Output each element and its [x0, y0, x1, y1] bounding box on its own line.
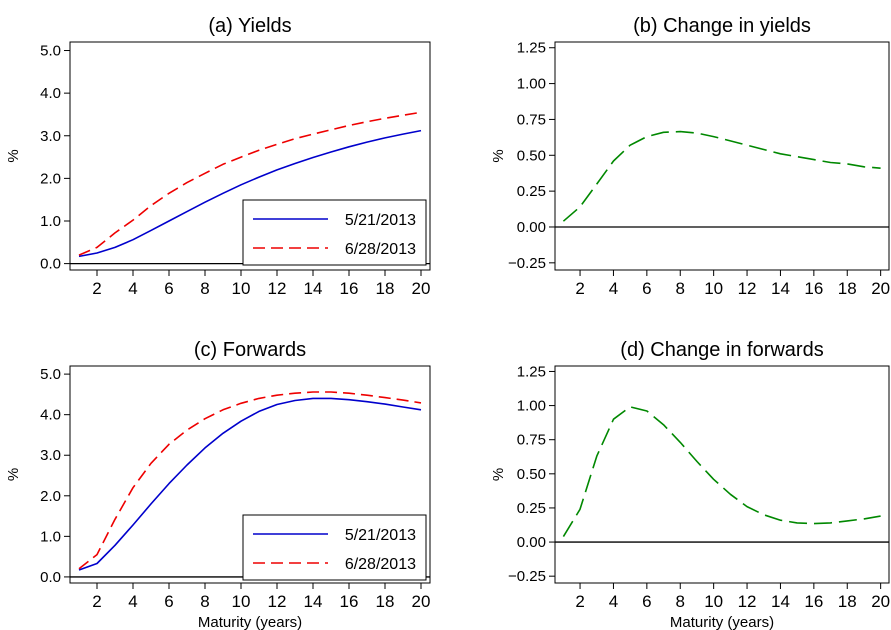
x-tick-label: 14 [304, 592, 323, 611]
x-axis-label: Maturity (years) [198, 614, 302, 630]
y-tick-label: 0.00 [517, 219, 546, 236]
x-tick-label: 10 [704, 592, 723, 611]
chart-panel-1: (a) Yields% 0.0 1.0 2.0 3.0 4.0 5.0 2 4 6 8 10 12 14 1… [5, 15, 431, 298]
x-tick-label: 18 [838, 279, 857, 298]
y-axis-label: % [490, 468, 507, 481]
y-axis-label: % [5, 468, 22, 481]
x-tick-label: 6 [642, 592, 651, 611]
y-axis-label: % [490, 149, 507, 162]
chart-title: (d) Change in forwards [620, 339, 823, 361]
y-tick-label: 4.0 [40, 407, 61, 424]
series-line-1 [78, 129, 422, 258]
chart-panel-4: (d) Change in forwards% Maturity (years) −… [490, 339, 890, 630]
chart-title: (a) Yields [208, 15, 291, 37]
series-line-1 [562, 130, 881, 222]
series-line-1 [78, 397, 422, 571]
x-tick-label: 2 [92, 592, 101, 611]
x-tick-label: 20 [871, 592, 890, 611]
x-tick-label: 16 [804, 279, 823, 298]
legend: 5/21/2013 6/28/2013 [242, 199, 427, 266]
chart-title: (b) Change in yields [633, 15, 811, 37]
plot-frame [69, 365, 431, 584]
y-tick-label: 0.25 [517, 500, 546, 517]
plot-frame [554, 41, 890, 271]
x-tick-label: 10 [704, 279, 723, 298]
y-tick-label: 1.0 [40, 528, 61, 545]
plot-frame [554, 365, 890, 584]
legend: 5/21/2013 6/28/2013 [242, 514, 427, 581]
x-tick-label: 2 [92, 279, 101, 298]
x-tick-label: 10 [232, 279, 251, 298]
y-tick-label: −0.25 [508, 255, 546, 272]
series-line-2 [78, 111, 422, 256]
y-tick-label: 0.0 [40, 569, 61, 586]
y-tick-label: 3.0 [40, 447, 61, 464]
y-tick-label: 0.00 [517, 534, 546, 551]
x-tick-label: 8 [676, 279, 685, 298]
x-tick-label: 6 [642, 279, 651, 298]
x-tick-label: 16 [340, 279, 359, 298]
x-tick-label: 14 [771, 279, 790, 298]
legend-box [242, 514, 427, 581]
y-tick-label: 4.0 [40, 85, 61, 102]
y-tick-label: 1.00 [517, 398, 546, 415]
chart-panel-2: (b) Change in yields% −0.25 0.00 0.25 0.50 0.… [490, 15, 890, 298]
y-tick-label: 3.0 [40, 128, 61, 145]
x-tick-label: 16 [804, 592, 823, 611]
x-tick-label: 2 [575, 279, 584, 298]
x-tick-label: 4 [128, 279, 137, 298]
x-tick-label: 8 [200, 279, 209, 298]
legend-label-1: 5/21/2013 [345, 527, 416, 544]
x-tick-label: 20 [412, 592, 431, 611]
x-tick-label: 12 [738, 279, 757, 298]
plot-frame [69, 41, 431, 271]
y-tick-label: 1.25 [517, 40, 546, 57]
x-tick-label: 6 [164, 592, 173, 611]
y-tick-label: 0.50 [517, 466, 546, 483]
y-tick-label: 1.0 [40, 213, 61, 230]
series-line-2 [78, 391, 422, 570]
y-tick-label: −0.25 [508, 568, 546, 585]
x-tick-label: 2 [575, 592, 584, 611]
x-tick-label: 4 [609, 592, 618, 611]
chart-panel-3: (c) Forwards% Maturity (years) 0.0 1.0 2.0 3.… [5, 339, 431, 630]
legend-box [242, 199, 427, 266]
legend-label-2: 6/28/2013 [345, 556, 416, 573]
x-tick-label: 14 [771, 592, 790, 611]
legend-label-1: 5/21/2013 [345, 212, 416, 229]
chart-title: (c) Forwards [194, 339, 306, 361]
x-tick-label: 8 [200, 592, 209, 611]
x-tick-label: 18 [838, 592, 857, 611]
x-tick-label: 10 [232, 592, 251, 611]
y-tick-label: 0.0 [40, 256, 61, 273]
x-tick-label: 20 [412, 279, 431, 298]
x-tick-label: 20 [871, 279, 890, 298]
y-axis-label: % [5, 149, 22, 162]
y-tick-label: 0.50 [517, 147, 546, 164]
y-tick-label: 2.0 [40, 170, 61, 187]
y-tick-label: 5.0 [40, 366, 61, 383]
y-tick-label: 2.0 [40, 488, 61, 505]
x-tick-label: 18 [376, 592, 395, 611]
y-tick-label: 1.25 [517, 363, 546, 380]
x-tick-label: 12 [268, 279, 287, 298]
x-tick-label: 4 [128, 592, 137, 611]
y-tick-label: 0.75 [517, 432, 546, 449]
x-tick-label: 4 [609, 279, 618, 298]
x-tick-label: 12 [738, 592, 757, 611]
y-tick-label: 0.75 [517, 111, 546, 128]
y-tick-label: 1.00 [517, 76, 546, 93]
x-tick-label: 6 [164, 279, 173, 298]
x-tick-label: 16 [340, 592, 359, 611]
x-tick-label: 18 [376, 279, 395, 298]
x-axis-label: Maturity (years) [670, 614, 774, 630]
series-line-1 [562, 406, 881, 538]
y-tick-label: 5.0 [40, 43, 61, 60]
x-tick-label: 12 [268, 592, 287, 611]
x-tick-label: 14 [304, 279, 323, 298]
x-tick-label: 8 [676, 592, 685, 611]
y-tick-label: 0.25 [517, 183, 546, 200]
legend-label-2: 6/28/2013 [345, 241, 416, 258]
